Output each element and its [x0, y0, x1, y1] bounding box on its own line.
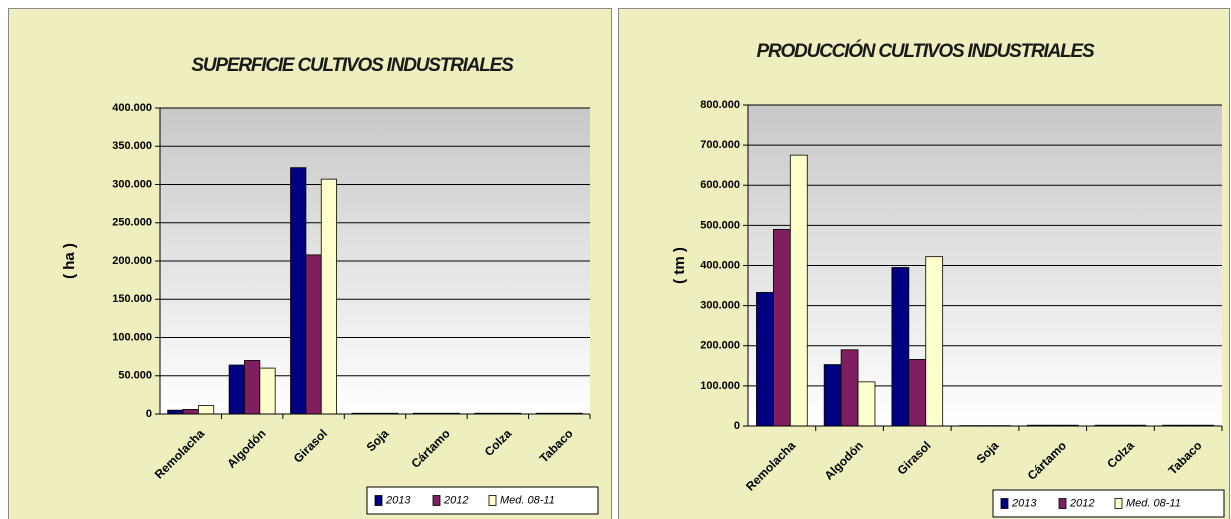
- bar: [167, 409, 184, 415]
- legend-label: Med. 08-11: [500, 494, 555, 506]
- bar: [197, 405, 215, 415]
- y-tick-label: 400.000: [112, 102, 152, 114]
- y-axis-label: ( tm ): [671, 247, 688, 284]
- bar: [925, 256, 944, 427]
- legend-swatch: [488, 495, 497, 506]
- y-tick-label: 150.000: [112, 293, 152, 305]
- chart-title: PRODUCCIÓN CULTIVOS INDUSTRIALES: [756, 40, 1095, 62]
- bar: [182, 409, 199, 415]
- legend-swatch: [374, 495, 383, 506]
- legend-swatch: [1058, 498, 1067, 509]
- legend-label: 2013: [385, 494, 411, 506]
- bar: [840, 349, 859, 427]
- legend-label: Med. 08-11: [1126, 497, 1181, 509]
- bar: [789, 154, 808, 427]
- bar: [756, 291, 774, 427]
- y-tick-label: 300.000: [112, 178, 152, 190]
- y-tick-label: 500.000: [700, 219, 740, 231]
- y-axis-label: ( ha ): [61, 243, 78, 279]
- bar: [857, 381, 876, 427]
- bar: [891, 267, 910, 427]
- legend-label: 2013: [1011, 497, 1037, 509]
- chart-title: SUPERFICIE CULTIVOS INDUSTRIALES: [191, 55, 514, 76]
- bar: [772, 228, 791, 427]
- bar: [228, 364, 245, 415]
- legend-box: [992, 489, 1225, 518]
- bar: [908, 358, 927, 427]
- y-tick-label: 700.000: [700, 139, 740, 151]
- y-tick-label: 50.000: [118, 370, 152, 382]
- bar: [259, 367, 276, 415]
- y-tick-label: 200.000: [700, 340, 740, 352]
- legend-swatch: [432, 495, 441, 506]
- y-tick-label: 200.000: [112, 255, 152, 267]
- y-tick-label: 800.000: [700, 99, 740, 111]
- y-tick-label: 0: [146, 408, 152, 420]
- bar: [320, 178, 338, 415]
- y-tick-label: 600.000: [700, 179, 740, 191]
- y-tick-label: 300.000: [700, 300, 740, 312]
- legend-box: [366, 486, 599, 515]
- bar: [290, 167, 307, 415]
- legend-swatch: [1114, 498, 1123, 509]
- y-tick-label: 100.000: [700, 380, 740, 392]
- y-tick-label: 400.000: [700, 259, 740, 271]
- legend-label: 2012: [443, 494, 468, 506]
- y-tick-label: 250.000: [112, 217, 152, 229]
- y-tick-label: 350.000: [112, 140, 152, 152]
- bar: [823, 364, 842, 427]
- bar: [305, 254, 322, 415]
- legend-swatch: [1000, 498, 1009, 509]
- y-tick-label: 100.000: [112, 331, 152, 343]
- legend-label: 2012: [1069, 497, 1094, 509]
- y-tick-label: 0: [734, 420, 740, 432]
- bar: [244, 360, 261, 415]
